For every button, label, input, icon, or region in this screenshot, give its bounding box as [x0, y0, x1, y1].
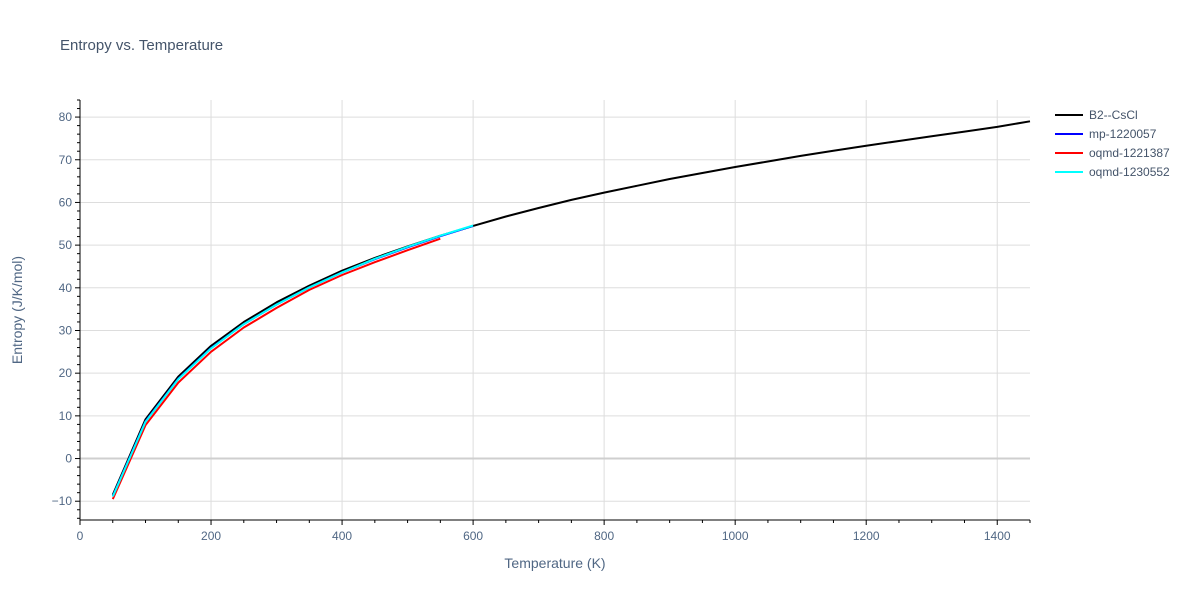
y-tick-label: 30 — [59, 323, 73, 337]
x-tick-label: 1200 — [853, 529, 880, 543]
legend-label: mp-1220057 — [1089, 127, 1157, 141]
y-tick-label: −10 — [52, 494, 73, 508]
y-tick-label: 20 — [59, 366, 73, 380]
x-axis-title: Temperature (K) — [504, 555, 605, 571]
legend-label: B2--CsCl — [1089, 108, 1138, 122]
chart-title: Entropy vs. Temperature — [60, 37, 223, 54]
y-tick-labels: −10 0 10 20 30 40 50 60 70 80 — [52, 110, 73, 508]
x-tick-labels: 0 200 400 600 800 1000 1200 1400 — [77, 529, 1011, 543]
legend-item[interactable]: mp-1220057 — [1055, 127, 1157, 141]
x-tick-label: 0 — [77, 529, 84, 543]
x-tick-label: 600 — [463, 529, 483, 543]
y-tick-label: 10 — [59, 409, 73, 423]
grid — [80, 100, 1030, 520]
legend-item[interactable]: oqmd-1221387 — [1055, 146, 1170, 160]
legend-label: oqmd-1230552 — [1089, 165, 1170, 179]
y-tick-label: 0 — [65, 452, 72, 466]
y-tick-label: 70 — [59, 153, 73, 167]
y-tick-label: 40 — [59, 281, 73, 295]
x-tick-label: 800 — [594, 529, 614, 543]
series-layer — [111, 120, 1031, 500]
x-tick-label: 400 — [332, 529, 352, 543]
series-line-oqmd-1221387 — [111, 237, 441, 500]
y-tick-label: 50 — [59, 238, 73, 252]
axes — [75, 99, 1031, 525]
series-line-b2-cscl — [111, 120, 1031, 496]
series-line-oqmd-1230552 — [111, 224, 474, 497]
y-axis-title: Entropy (J/K/mol) — [9, 256, 25, 364]
y-tick-label: 80 — [59, 110, 73, 124]
x-tick-label: 1400 — [984, 529, 1011, 543]
legend[interactable]: B2--CsCl mp-1220057 oqmd-1221387 oqmd-12305… — [1055, 108, 1170, 179]
legend-item[interactable]: B2--CsCl — [1055, 108, 1138, 122]
y-tick-label: 60 — [59, 195, 73, 209]
x-tick-label: 200 — [201, 529, 221, 543]
legend-label: oqmd-1221387 — [1089, 146, 1170, 160]
series-line-mp-1220057 — [111, 224, 474, 497]
x-tick-label: 1000 — [722, 529, 749, 543]
legend-item[interactable]: oqmd-1230552 — [1055, 165, 1170, 179]
